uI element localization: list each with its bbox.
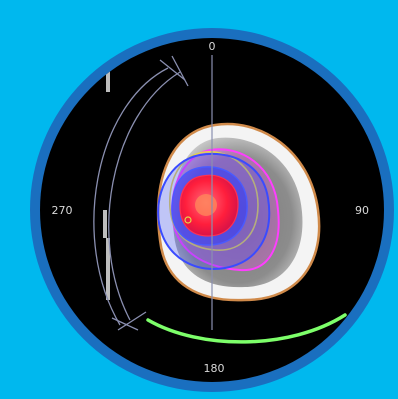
gantry-angle-bottom: 180 (204, 362, 225, 375)
couch-arc-highlight (146, 313, 347, 344)
target-marker (184, 216, 192, 224)
arc-guides (93, 55, 189, 331)
dose-hotspot (195, 194, 217, 216)
gantry-angle-right: 90 (355, 204, 369, 217)
gantry-angle-left: 270 (52, 204, 73, 217)
isodose-yellow (169, 151, 259, 251)
gantry-angle-top: 0 (209, 40, 216, 53)
